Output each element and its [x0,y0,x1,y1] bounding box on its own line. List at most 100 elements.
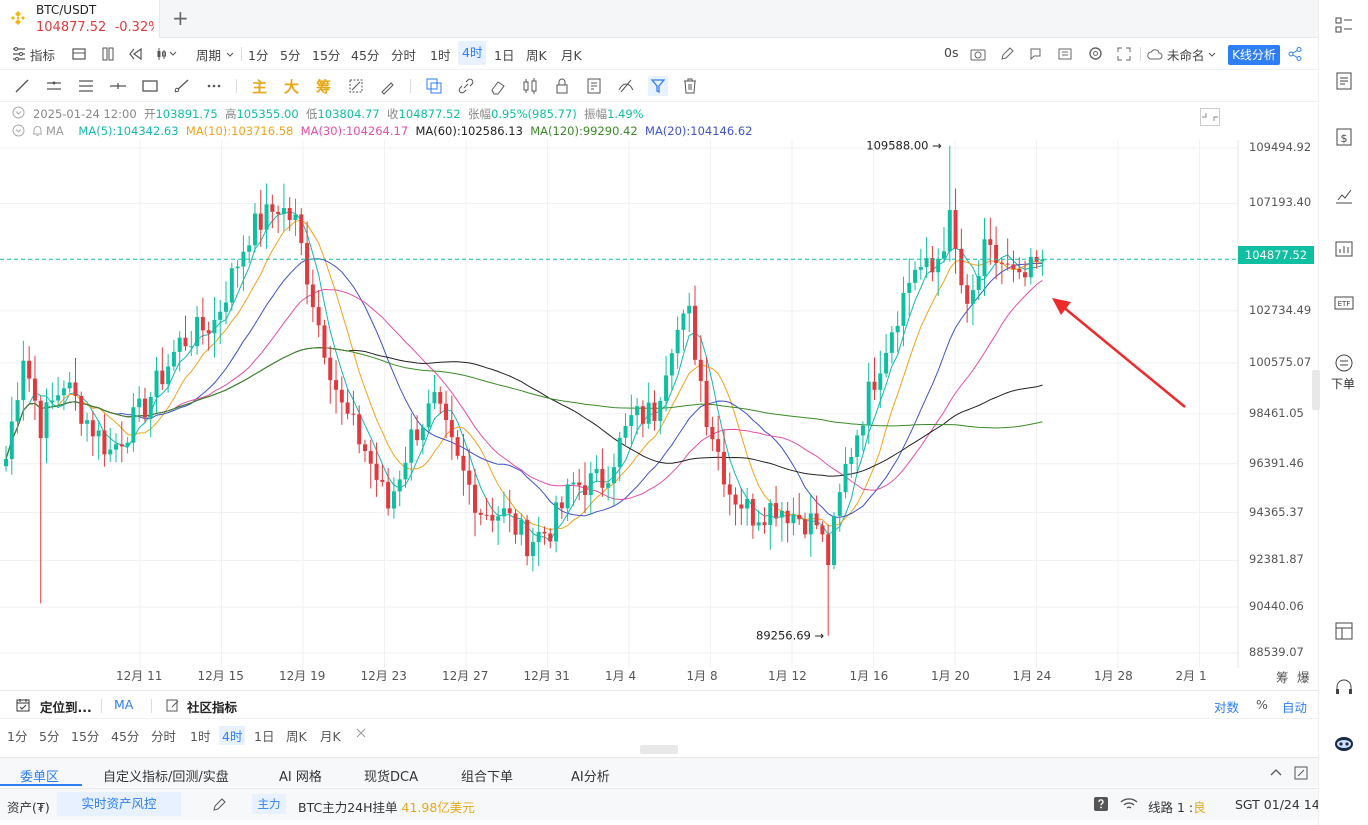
period-15m[interactable]: 15分 [71,729,100,744]
main-force-badge[interactable]: 主力 [252,794,286,814]
chip-button[interactable]: 筹 [316,78,332,96]
chip-axis-button[interactable]: 筹 [1276,670,1289,685]
candle-down [374,463,379,480]
minimize-panel-icon[interactable] [1200,108,1220,126]
bell-icon[interactable] [31,124,44,137]
bar-chart-icon[interactable] [1333,238,1355,260]
copy-icon[interactable] [424,76,444,96]
more-icon[interactable] [204,76,224,96]
period-1h[interactable]: 1时 [430,48,451,63]
period-4h[interactable]: 4时 [458,41,487,65]
candle-icon[interactable] [520,76,540,96]
headset-icon[interactable] [1333,676,1355,698]
locate-button[interactable]: 定位到... [40,700,92,715]
layout-icon[interactable] [1333,620,1355,642]
pen-icon[interactable] [1000,47,1014,61]
tab-btc-usdt[interactable]: BTC/USDT 104877.52 -0.32% [0,0,160,38]
comment-icon[interactable] [1029,47,1043,61]
lock-icon[interactable] [552,76,572,96]
list-icon[interactable] [1333,14,1355,36]
document-icon[interactable] [1333,70,1355,92]
camera-icon[interactable] [970,47,986,61]
order-icon[interactable] [1333,352,1355,374]
candlestick-chart[interactable]: 109588.00 → 89256.69 → [0,140,1316,690]
settings-gear-icon[interactable] [1088,46,1103,61]
horizontal-line-icon[interactable] [108,76,128,96]
robot-icon[interactable] [1333,732,1355,754]
trend-chart-icon[interactable] [1333,184,1355,206]
tab-custom-indicators[interactable]: 自定义指标/回测/实盘 [103,770,229,785]
period-5m[interactable]: 5分 [39,729,60,744]
main-force-button[interactable]: 主 [252,78,268,96]
order-label[interactable]: 下单 [1331,377,1356,391]
period-1mo[interactable]: 月K [320,729,341,744]
sidebar-collapse-handle[interactable] [1312,370,1320,410]
period-timeshare[interactable]: 分时 [151,729,177,744]
ma-indicator-button[interactable]: MA [114,697,134,712]
period-1w[interactable]: 周K [286,729,307,744]
trash-icon[interactable] [680,76,700,96]
period-1m[interactable]: 1分 [7,729,28,744]
expand-icon[interactable] [1294,766,1308,780]
edit-pen-icon[interactable] [212,798,226,812]
add-tab-button[interactable]: + [172,6,189,30]
visibility-icon[interactable] [616,76,636,96]
tab-ai-analysis[interactable]: AI分析 [571,770,610,785]
magnet-icon[interactable] [346,76,366,96]
route-label[interactable]: 线路 1 :良 [1148,800,1206,815]
tab-orders[interactable]: 委单区 [20,770,60,785]
kline-analysis-button[interactable]: K线分析 [1228,45,1280,65]
rectangle-icon[interactable] [140,76,160,96]
close-icon[interactable] [356,728,366,738]
period-5m[interactable]: 5分 [280,48,301,63]
tab-ai-grid[interactable]: AI 网格 [279,770,322,785]
period-1d[interactable]: 1日 [254,729,275,744]
compare-icon[interactable] [101,47,115,61]
layout-name-dropdown[interactable]: 未命名 [1167,48,1205,63]
eraser-icon[interactable] [488,76,508,96]
calculator-icon[interactable] [72,47,86,61]
period-1d[interactable]: 1日 [494,48,515,63]
replay-icon[interactable] [129,47,143,61]
auto-scale-toggle[interactable]: 自动 [1282,700,1308,715]
period-timeshare[interactable]: 分时 [391,48,417,63]
ray-icon[interactable] [172,76,192,96]
period-button[interactable]: 周期 [196,48,222,63]
brush-icon[interactable] [378,76,398,96]
fullscreen-icon[interactable] [1117,47,1131,61]
resize-handle[interactable] [640,745,678,754]
liquidation-axis-button[interactable]: 爆 [1297,670,1310,685]
dollar-icon[interactable]: $ [1333,126,1355,148]
period-1w[interactable]: 周K [526,48,547,63]
period-45m[interactable]: 45分 [111,729,140,744]
parallel-lines-icon[interactable] [44,76,64,96]
log-scale-toggle[interactable]: 对数 [1214,700,1240,715]
risk-control-button[interactable]: 实时资产风控 [57,792,181,816]
filter-icon[interactable] [648,76,668,96]
note-icon[interactable] [584,76,604,96]
candle-up [67,382,72,389]
tab-spot-dca[interactable]: 现货DCA [364,770,418,785]
chart-type-icon[interactable] [156,47,178,61]
collapse-icon[interactable] [12,106,25,119]
period-1h[interactable]: 1时 [190,729,211,744]
indicator-button[interactable]: 指标 [30,48,56,63]
channel-icon[interactable] [76,76,96,96]
community-indicators-button[interactable]: 社区指标 [187,700,238,715]
template-icon[interactable] [1058,47,1072,61]
big-order-button[interactable]: 大 [284,78,300,96]
period-45m[interactable]: 45分 [351,48,380,63]
help-icon[interactable] [1093,796,1109,812]
period-1m[interactable]: 1分 [248,48,269,63]
link-icon[interactable] [456,76,476,96]
trend-line-icon[interactable] [12,76,32,96]
share-icon[interactable] [1287,46,1303,62]
tab-combo-order[interactable]: 组合下单 [461,770,514,785]
chevron-up-icon[interactable] [1270,768,1282,776]
period-4h[interactable]: 4时 [219,726,246,745]
collapse-icon[interactable] [12,124,25,137]
etf-icon[interactable]: ETF [1333,292,1355,314]
period-15m[interactable]: 15分 [312,48,341,63]
period-1mo[interactable]: 月K [561,48,582,63]
percent-scale-toggle[interactable]: % [1256,697,1268,712]
